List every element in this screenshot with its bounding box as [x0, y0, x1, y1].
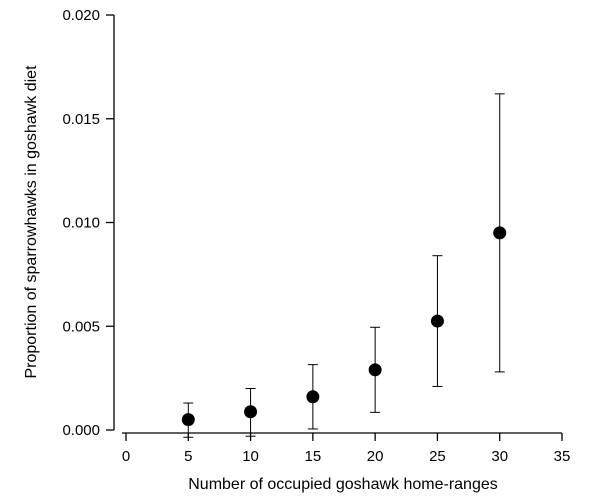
- axes: [113, 15, 562, 434]
- data-points: [181, 226, 507, 427]
- x-tick-label: 20: [367, 448, 384, 465]
- x-tick-label: 10: [242, 448, 259, 465]
- x-tick-label: 30: [491, 448, 508, 465]
- x-tick-label: 15: [305, 448, 322, 465]
- data-point: [306, 390, 320, 404]
- data-point: [244, 405, 258, 419]
- data-point: [181, 413, 195, 427]
- x-tick-label: 25: [429, 448, 446, 465]
- x-axis-title: Number of occupied goshawk home-ranges: [188, 476, 498, 493]
- error-bars: [183, 93, 505, 438]
- x-tick-label: 0: [122, 448, 130, 465]
- data-point: [430, 314, 444, 328]
- x-tick-label: 35: [554, 448, 571, 465]
- ticks: 0 5 10 15 20 25 30 35 0.000 0.005 0.010 0.015 0.020: [62, 7, 570, 465]
- x-tick-label: 5: [184, 448, 192, 465]
- y-tick-label: 0.005: [62, 318, 100, 335]
- y-axis-title: Proportion of sparrowhawks in goshawk di…: [23, 65, 40, 379]
- data-point: [368, 363, 382, 377]
- y-tick-label: 0.020: [62, 7, 100, 24]
- y-tick-label: 0.010: [62, 215, 100, 232]
- y-tick-label: 0.015: [62, 111, 100, 128]
- data-point: [493, 226, 507, 240]
- y-tick-label: 0.000: [62, 422, 100, 439]
